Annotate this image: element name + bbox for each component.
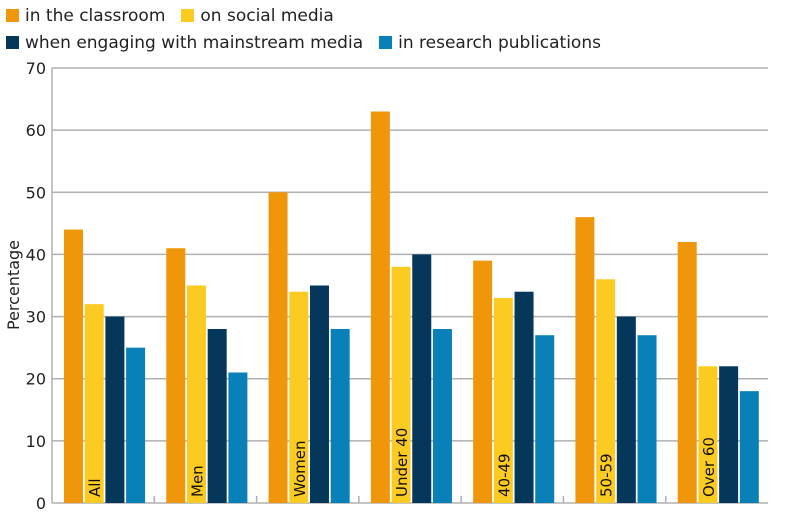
y-axis-label: Percentage [4,240,23,330]
y-tick-label: 60 [26,121,46,140]
legend-item-research: in research publications [379,33,601,53]
bar-men-series-3 [228,372,248,503]
category-label: Over 60 [700,437,718,497]
bar-men-series-2 [207,329,227,503]
legend-swatch [181,9,195,22]
legend-swatch [6,36,19,49]
y-tick-label: 10 [26,432,46,451]
legend: in the classroom on social media when en… [6,2,617,56]
bar-under-40-series-2 [412,254,432,503]
legend-item-classroom: in the classroom [6,6,165,26]
legend-label: in research publications [398,32,601,53]
bar-women-series-1 [289,291,309,503]
bar-under-40-series-3 [432,329,452,503]
y-tick-label: 0 [36,494,46,513]
bar-50-59-series-3 [637,335,657,503]
bar-50-59-series-2 [616,316,636,503]
bar-women-series-2 [309,285,329,503]
bar-over-60-series-2 [719,366,739,503]
bar-men-series-0 [166,248,186,503]
bar-men-series-1 [186,285,206,503]
legend-label: in the classroom [25,5,166,26]
category-label: Under 40 [393,428,411,497]
bar-women-series-3 [330,329,350,503]
bar-all-series-0 [64,229,83,504]
bar-under-40-series-1 [391,266,411,503]
category-label: Men [188,465,206,497]
bar-over-60-series-1 [698,366,718,503]
bar-40-49-series-1 [493,297,513,503]
bar-all-series-3 [126,347,146,503]
bar-under-40-series-0 [370,111,390,503]
bar-40-49-series-3 [535,335,555,503]
y-tick-label: 40 [26,245,46,264]
bar-50-59-series-0 [575,217,595,503]
category-label: 40-49 [495,453,513,497]
bar-all-series-2 [105,316,125,503]
legend-item-social-media: on social media [181,5,334,26]
bar-40-49-series-0 [473,260,493,503]
legend-swatch [6,9,19,22]
bar-over-60-series-0 [677,242,697,503]
legend-label: on social media [200,5,334,26]
bar-50-59-series-1 [596,279,616,503]
y-tick-label: 70 [26,59,46,78]
y-tick-label: 50 [26,183,46,202]
legend-item-mainstream-media: when engaging with mainstream media [6,33,363,53]
y-tick-label: 30 [26,308,46,327]
bar-40-49-series-2 [514,291,534,503]
y-tick-label: 20 [26,370,46,389]
category-label: Women [291,441,309,497]
category-label: 50-59 [598,453,616,497]
bar-all-series-1 [84,304,104,503]
bar-over-60-series-3 [739,391,759,503]
bar-women-series-0 [268,192,288,504]
legend-label: when engaging with mainstream media [25,32,364,53]
legend-swatch [379,36,393,49]
category-label: All [86,478,104,497]
